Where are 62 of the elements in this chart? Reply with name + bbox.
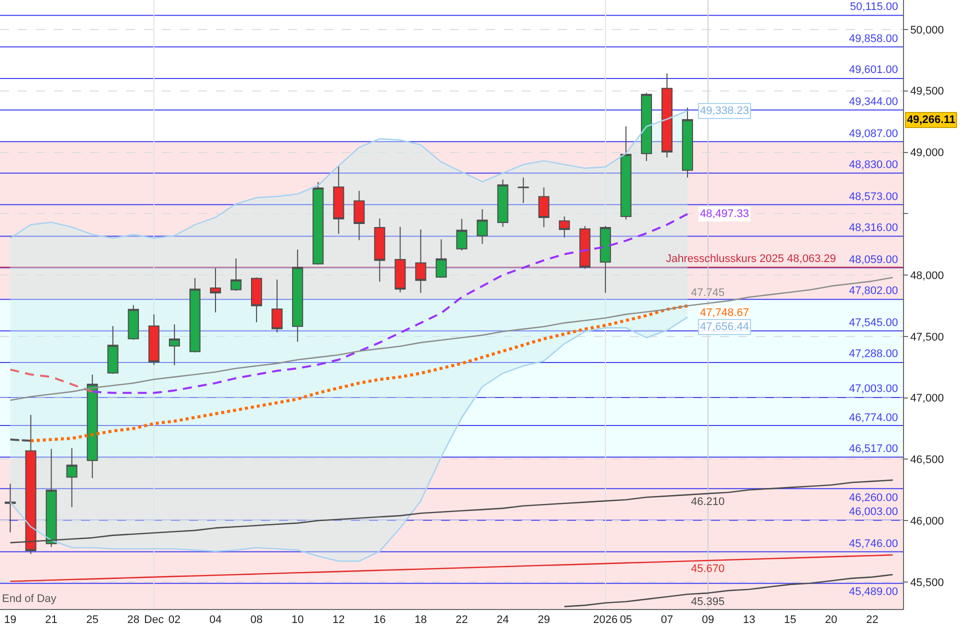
x-tick-label: 08: [250, 614, 263, 625]
ref-line-label: 47,003.00: [849, 383, 898, 395]
x-tick-label: 19: [4, 614, 16, 625]
x-tick-label: 28: [127, 614, 140, 625]
ref-line-label: 47,802.00: [849, 285, 898, 297]
ref-line-label: 48,830.00: [849, 159, 898, 171]
ref-line-label: 46,003.00: [849, 506, 898, 518]
y-tick-label: 48,000: [910, 270, 944, 282]
y-tick-label: 49,000: [910, 147, 944, 160]
ref-line-label: 46,774.00: [849, 412, 898, 424]
x-tick-label: 16: [374, 614, 386, 625]
ref-line-label: 45,489.00: [849, 586, 898, 598]
x-tick-label: 07: [660, 614, 674, 625]
x-tick-label: Dec: [144, 614, 164, 625]
text: 49,266.11: [907, 114, 956, 126]
annotation: 45.395: [691, 596, 725, 608]
y-tick-label: 47,500: [910, 331, 944, 344]
x-tick-label: 21: [45, 614, 58, 625]
x-tick-label: 22: [456, 614, 468, 625]
x-tick-label: 29: [538, 614, 550, 625]
annotation: End of Day: [2, 593, 57, 605]
x-tick-label: 18: [414, 614, 427, 625]
y-tick-label: 50,000: [910, 24, 944, 36]
ref-line-label: 48,059.00: [849, 254, 898, 266]
x-tick-label: 04: [209, 614, 222, 625]
ref-line-label: 49,601.00: [849, 64, 898, 76]
x-tick-label: 22: [866, 614, 878, 625]
ref-line-label: 47,288.00: [849, 348, 898, 360]
annotation: 46.210: [691, 496, 725, 508]
y-tick-label: 46,500: [910, 454, 944, 466]
x-tick-label: 24: [496, 614, 509, 625]
x-tick-label: 09: [702, 614, 714, 625]
ref-line-label: 50,115.00: [850, 1, 898, 13]
x-tick-label: 05: [620, 614, 632, 625]
annotation: 45.670: [691, 563, 725, 575]
x-tick-label: 15: [784, 614, 796, 625]
x-tick-label: 25: [86, 614, 98, 625]
ref-line-label: 49,858.00: [849, 33, 898, 45]
ref-line-label: 48,316.00: [849, 222, 898, 234]
x-tick-label: 2026: [593, 614, 618, 625]
data-label: 49,338.23: [700, 105, 749, 117]
x-tick-label: 13: [742, 614, 756, 625]
ref-line-label: Jahresschlusskurs 2025 48,063.29: [666, 253, 836, 265]
data-label: 48,497.33: [700, 208, 749, 220]
ref-line-label: 48,573.00: [849, 191, 898, 203]
annotation: 47.745: [691, 287, 725, 299]
ref-line-label: 46,517.00: [849, 443, 898, 455]
x-tick-label: 12: [332, 614, 345, 625]
x-tick-label: 20: [825, 614, 838, 625]
ref-line-label: 49,344.00: [849, 96, 898, 108]
ref-line-label: 49,087.00: [849, 128, 898, 140]
x-tick-label: 10: [291, 614, 304, 625]
data-label: 47,748.67: [700, 307, 749, 319]
ref-line-label: 47,545.00: [849, 317, 898, 329]
y-tick-label: 46,000: [910, 515, 944, 528]
y-tick-label: 47,000: [910, 392, 944, 405]
y-tick-label: 45,500: [910, 576, 944, 589]
y-tick-label: 49,500: [910, 86, 944, 98]
ref-line-label: 45,746.00: [849, 538, 898, 550]
data-label: 47,656.44: [700, 321, 749, 333]
x-tick-label: 02: [168, 614, 181, 625]
ref-line-label: 46,260.00: [849, 492, 898, 504]
